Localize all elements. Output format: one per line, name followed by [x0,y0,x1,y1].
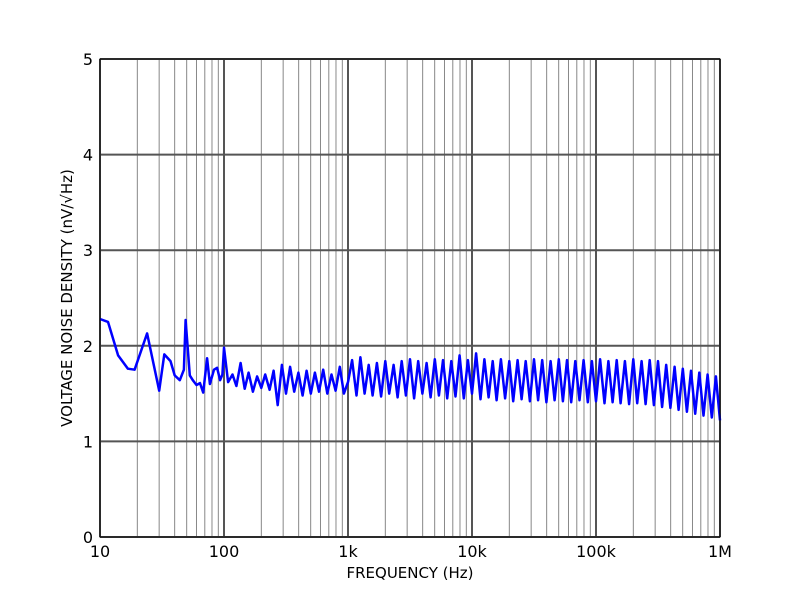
y-tick-label: 0 [83,528,93,547]
y-tick-label: 3 [83,241,93,260]
grid [99,58,721,538]
x-tick-label: 100k [576,542,617,561]
y-tick-label: 2 [83,337,93,356]
plot-frame [99,58,721,538]
x-tick-label: 1M [708,542,732,561]
x-tick-label: 1k [338,542,358,561]
plot-area [99,317,722,421]
y-tick-label: 4 [83,146,93,165]
series-line [99,317,722,421]
x-axis-label: FREQUENCY (Hz) [346,564,473,582]
x-tick-label: 100 [209,542,240,561]
y-tick-label: 1 [83,432,93,451]
y-axis-label: VOLTAGE NOISE DENSITY (nV/√Hz) [58,169,76,427]
y-tick-label: 5 [83,50,93,69]
x-tick-label: 10k [457,542,487,561]
x-tick-label: 10 [90,542,110,561]
ticks: 10 100 1k 10k 100k 1M 0 1 2 3 4 5 [83,50,732,561]
